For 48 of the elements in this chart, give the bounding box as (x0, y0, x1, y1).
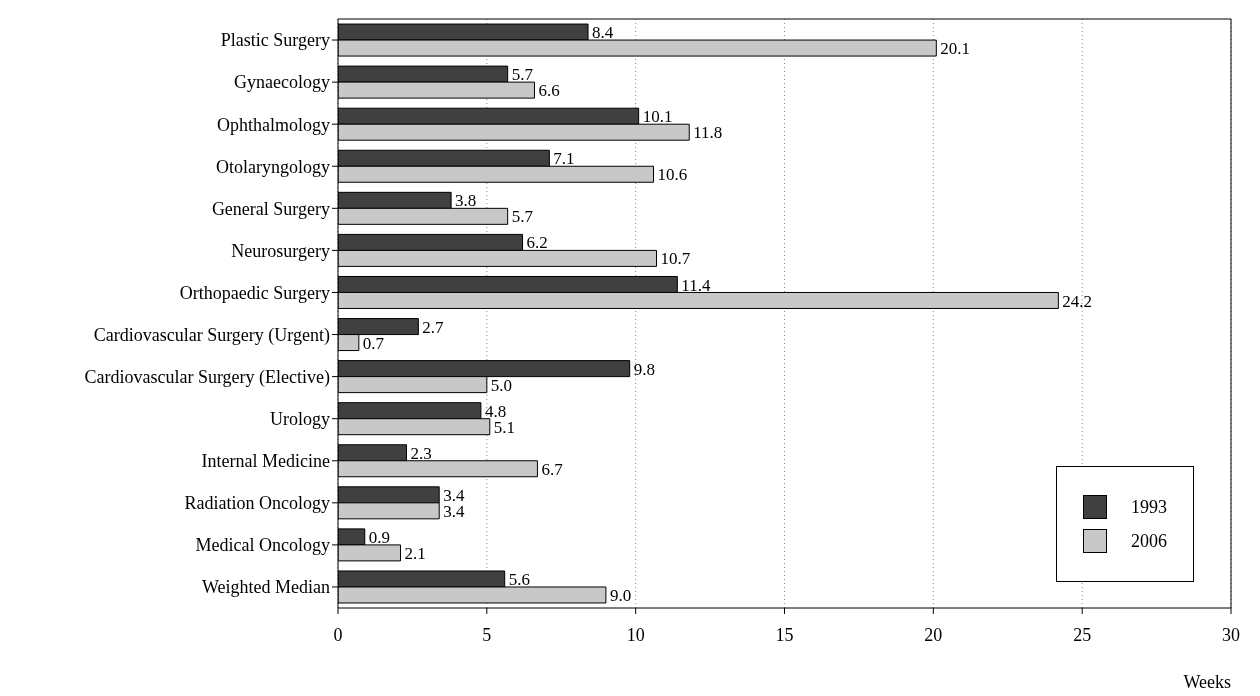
x-tick-label: 20 (924, 624, 943, 645)
y-tick-label: Urology (270, 409, 330, 430)
data-label: 2.1 (404, 543, 426, 563)
data-label: 5.7 (511, 65, 534, 85)
y-tick-label: General Surgery (211, 198, 330, 219)
data-label: 10.1 (642, 107, 673, 127)
data-label: 6.6 (538, 81, 560, 101)
data-label: 9.8 (633, 359, 655, 379)
data-label: 7.1 (553, 149, 575, 169)
y-tick-label: Neurosurgery (231, 240, 330, 261)
y-tick-label: Cardiovascular Surgery (Elective) (84, 367, 330, 388)
legend-label: 2006 (1131, 530, 1167, 552)
x-tick-label: 10 (626, 624, 645, 645)
y-tick-label: Cardiovascular Surgery (Urgent) (93, 324, 330, 346)
data-label: 2.3 (410, 443, 432, 463)
x-axis-title: Weeks (1183, 672, 1231, 692)
x-tick-label: 0 (333, 624, 343, 645)
data-label: 6.7 (541, 459, 564, 479)
y-tick-label: Radiation Oncology (184, 493, 330, 514)
data-label: 6.2 (526, 233, 548, 253)
data-label: 5.7 (511, 207, 534, 227)
y-tick-label: Internal Medicine (201, 451, 330, 472)
data-label: 11.4 (681, 275, 711, 295)
y-tick-label: Medical Oncology (195, 535, 330, 556)
data-label: 9.0 (609, 586, 632, 606)
data-label: 2.7 (422, 317, 445, 337)
data-label: 11.8 (693, 123, 723, 143)
data-label: 8.4 (592, 23, 614, 43)
data-label: 24.2 (1062, 291, 1093, 311)
legend-label: 1993 (1131, 496, 1167, 518)
x-tick-label: 25 (1073, 624, 1092, 645)
data-label: 10.7 (660, 249, 691, 269)
y-tick-label: Weighted Median (201, 577, 330, 598)
data-label: 3.8 (455, 191, 477, 211)
y-tick-label: Orthopaedic Surgery (179, 282, 330, 303)
y-tick-label: Ophthalmology (217, 114, 330, 135)
y-tick-label: Otolaryngology (216, 156, 330, 177)
data-label: 0.9 (368, 527, 391, 547)
data-label: 20.1 (940, 39, 971, 59)
y-tick-label: Gynaecology (234, 72, 330, 93)
x-tick-label: 5 (482, 624, 492, 645)
data-label: 10.6 (657, 165, 688, 185)
data-label: 5.6 (508, 570, 530, 590)
data-label: 5.0 (490, 375, 513, 395)
x-tick-label: 15 (775, 624, 794, 645)
x-tick-label: 30 (1222, 624, 1240, 645)
data-label: 0.7 (362, 333, 385, 353)
y-tick-label: Plastic Surgery (220, 30, 330, 51)
